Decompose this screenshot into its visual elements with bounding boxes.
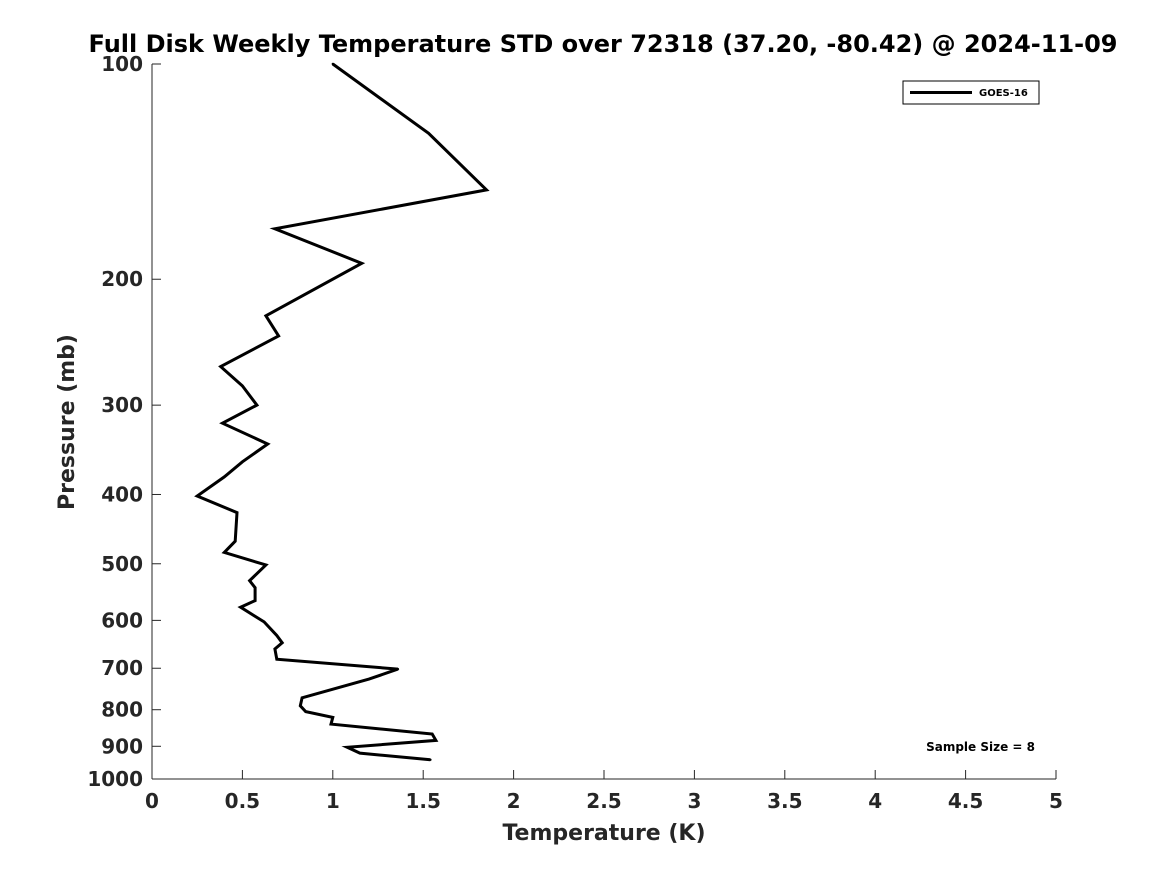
series-layer (194, 62, 490, 762)
data-point (196, 494, 199, 498)
x-tick-label: 5 (1049, 789, 1063, 813)
series-line-goes-16 (194, 62, 490, 762)
data-point (299, 704, 302, 707)
data-point (304, 710, 307, 713)
data-point (431, 732, 434, 736)
plot-area (151, 64, 1056, 780)
x-tick-label: 2 (507, 789, 521, 813)
y-tick-label: 300 (101, 393, 143, 417)
y-tick-label: 600 (101, 608, 143, 632)
legend: GOES-16 (902, 80, 1040, 105)
data-point (273, 647, 277, 651)
y-ticks: 100 200 300 400 500 600 700 800 900 1000 (87, 52, 161, 791)
data-point (281, 641, 284, 644)
data-point (396, 667, 400, 671)
data-point (273, 227, 277, 230)
data-point (300, 696, 304, 699)
data-point (221, 422, 224, 425)
x-tick-label: 3 (687, 789, 701, 813)
data-point (264, 314, 268, 317)
x-tick-label: 0 (145, 789, 159, 813)
data-point (248, 579, 251, 582)
data-point (429, 758, 432, 761)
x-tick-label: 0.5 (225, 789, 260, 813)
data-point (346, 746, 349, 749)
y-tick-label: 100 (101, 52, 143, 76)
data-point (262, 620, 266, 624)
data-point (219, 365, 222, 368)
data-point (434, 739, 438, 742)
data-point (235, 511, 239, 514)
x-tick-label: 4 (868, 789, 882, 813)
data-point (239, 606, 242, 609)
data-point (255, 403, 259, 407)
x-tick-label: 1.5 (405, 789, 440, 813)
y-tick-label: 400 (101, 482, 143, 506)
data-point (275, 634, 278, 637)
data-point (277, 334, 280, 338)
y-tick-label: 800 (101, 698, 143, 722)
data-point (253, 599, 257, 602)
x-axis-label: Temperature (K) (502, 821, 705, 846)
data-point (331, 716, 334, 719)
data-point (234, 540, 237, 543)
y-tick-label: 700 (101, 656, 143, 680)
data-point (485, 188, 488, 192)
data-point (358, 751, 362, 755)
data-point (241, 384, 244, 388)
data-point (427, 132, 430, 135)
sample-size-annotation: Sample Size = 8 (926, 740, 1035, 754)
data-point (331, 62, 334, 66)
data-point (264, 563, 268, 567)
chart-title: Full Disk Weekly Temperature STD over 72… (89, 30, 1118, 58)
x-tick-label: 4.5 (948, 789, 983, 813)
data-point (367, 677, 371, 681)
x-tick-label: 2.5 (586, 789, 621, 813)
data-point (360, 262, 363, 265)
y-tick-label: 900 (101, 734, 143, 758)
x-tick-label: 3.5 (767, 789, 802, 813)
data-point (266, 442, 269, 446)
data-point (275, 658, 278, 661)
y-axis-label: Pressure (mb) (55, 334, 80, 510)
data-point (329, 722, 333, 726)
x-ticks: 0 0.5 1 1.5 2 2.5 3 3.5 4 4.5 5 (145, 770, 1063, 813)
y-tick-label: 200 (101, 267, 143, 291)
data-point (241, 460, 244, 463)
y-tick-label: 500 (101, 552, 143, 576)
x-tick-label: 1 (326, 789, 340, 813)
legend-label-goes-16: GOES-16 (979, 88, 1028, 99)
y-tick-label: 1000 (87, 767, 143, 791)
data-point (223, 475, 226, 479)
data-point (253, 586, 257, 589)
data-point (223, 551, 226, 554)
